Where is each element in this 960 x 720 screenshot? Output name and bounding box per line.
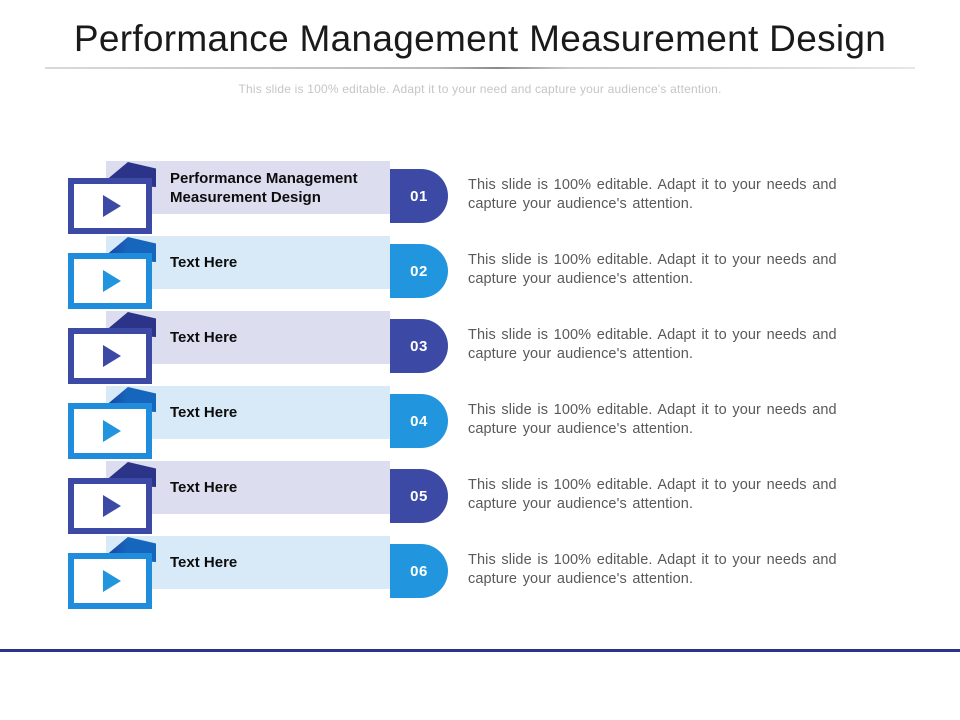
- play-triangle-icon: [103, 195, 121, 217]
- badge-number: 04: [410, 412, 428, 430]
- list-item: Text Here 04 This slide is 100% editable…: [0, 386, 960, 461]
- video-play-icon[interactable]: [68, 253, 152, 309]
- play-triangle-icon: [103, 420, 121, 442]
- row-description: This slide is 100% editable. Adapt it to…: [468, 552, 837, 587]
- video-play-icon[interactable]: [68, 328, 152, 384]
- list-item: Text Here 03 This slide is 100% editable…: [0, 311, 960, 386]
- row-description: This slide is 100% editable. Adapt it to…: [468, 402, 837, 437]
- play-triangle-icon: [103, 345, 121, 367]
- badge-number: 06: [410, 562, 428, 580]
- video-play-icon[interactable]: [68, 178, 152, 234]
- row-description: This slide is 100% editable. Adapt it to…: [468, 177, 837, 212]
- label-bar: Performance Management Measurement Desig…: [106, 161, 390, 214]
- row-label: Text Here: [170, 404, 238, 421]
- label-bar: Text Here: [106, 311, 390, 364]
- row-label: Text Here: [170, 254, 238, 271]
- row-description: This slide is 100% editable. Adapt it to…: [468, 252, 837, 287]
- badge-number: 02: [410, 262, 428, 280]
- row-label: Text Here: [170, 479, 238, 496]
- number-badge: 05: [390, 469, 448, 523]
- footer-rule: [0, 649, 960, 652]
- play-triangle-icon: [103, 270, 121, 292]
- list-item: Text Here 06 This slide is 100% editable…: [0, 536, 960, 611]
- number-badge: 02: [390, 244, 448, 298]
- list-item: Text Here 05 This slide is 100% editable…: [0, 461, 960, 536]
- video-play-icon[interactable]: [68, 403, 152, 459]
- row-label: Text Here: [170, 554, 238, 571]
- slide-subtitle: This slide is 100% editable. Adapt it to…: [238, 82, 722, 96]
- play-triangle-icon: [103, 495, 121, 517]
- video-play-icon[interactable]: [68, 553, 152, 609]
- badge-number: 03: [410, 337, 428, 355]
- number-badge: 06: [390, 544, 448, 598]
- row-label: Performance Management Measurement Desig…: [170, 169, 358, 206]
- row-description: This slide is 100% editable. Adapt it to…: [468, 327, 837, 362]
- list-item: Performance Management Measurement Desig…: [0, 161, 960, 236]
- title-divider: [45, 67, 915, 69]
- label-bar: Text Here: [106, 236, 390, 289]
- badge-number: 05: [410, 487, 428, 505]
- play-triangle-icon: [103, 570, 121, 592]
- number-badge: 04: [390, 394, 448, 448]
- number-badge: 01: [390, 169, 448, 223]
- list-item: Text Here 02 This slide is 100% editable…: [0, 236, 960, 311]
- row-label: Text Here: [170, 329, 238, 346]
- badge-number: 01: [410, 187, 428, 205]
- page-title: Performance Management Measurement Desig…: [73, 18, 887, 59]
- row-description: This slide is 100% editable. Adapt it to…: [468, 477, 837, 512]
- number-badge: 03: [390, 319, 448, 373]
- video-play-icon[interactable]: [68, 478, 152, 534]
